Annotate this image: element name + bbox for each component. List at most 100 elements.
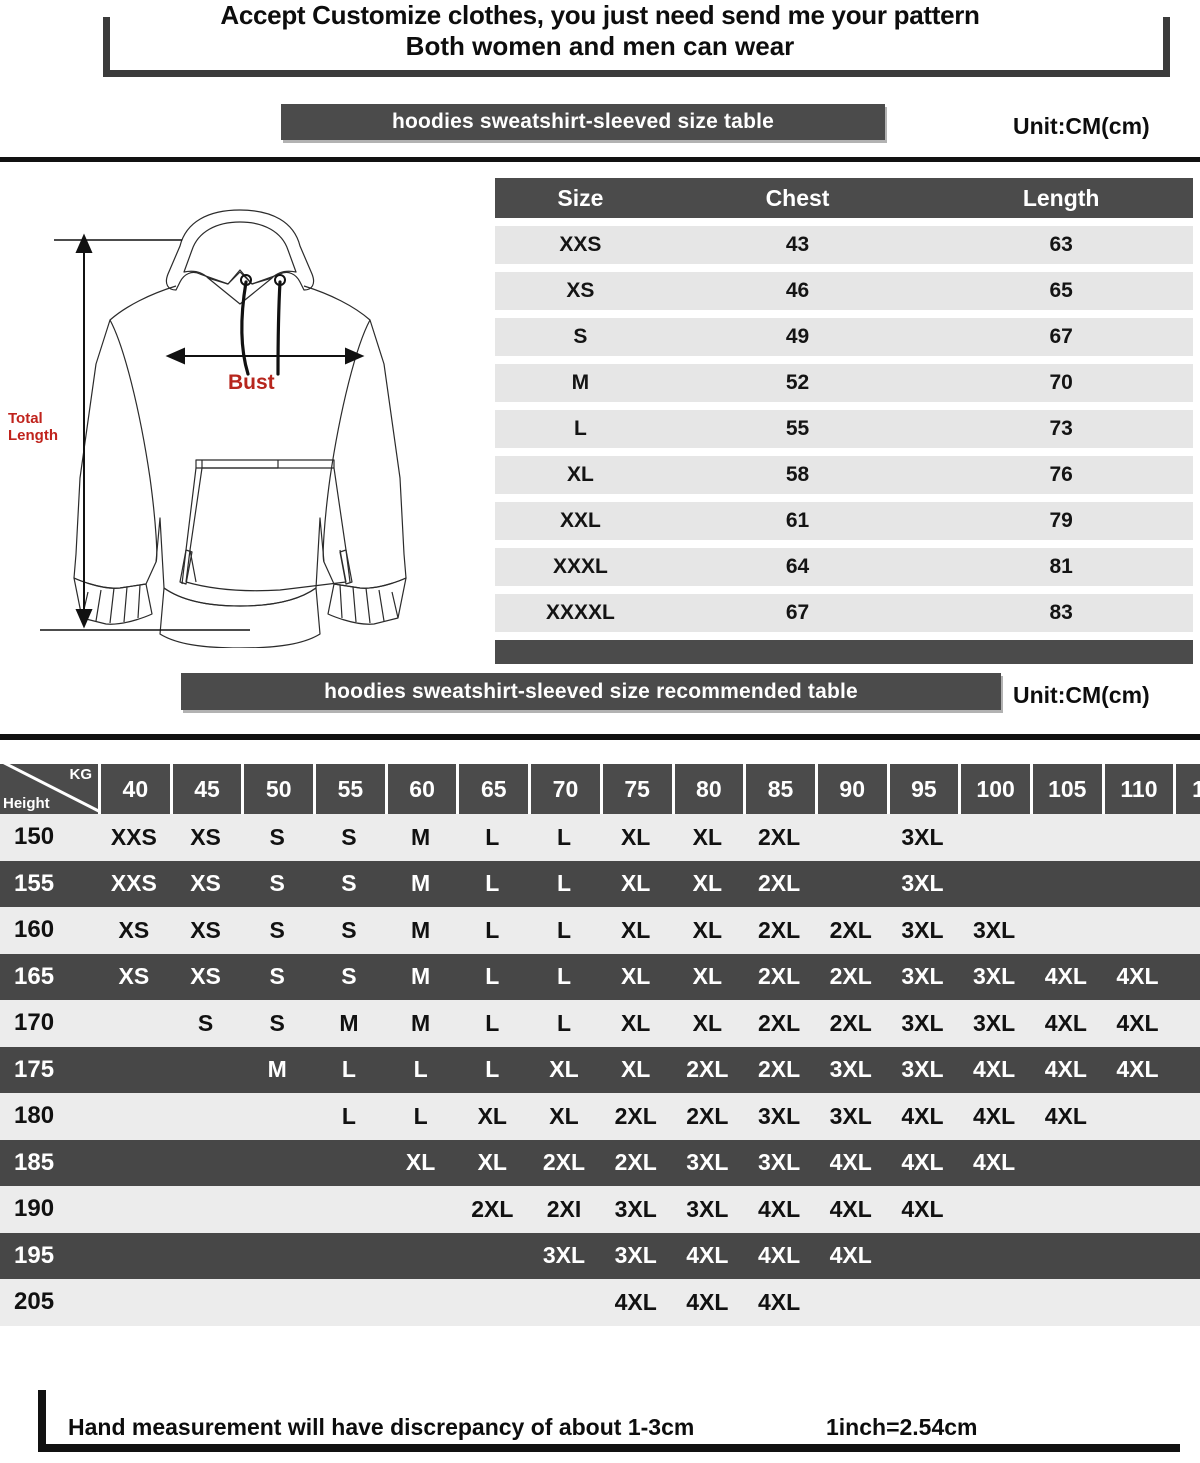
size-cell-h185-w75: 2XL <box>614 1149 657 1176</box>
column-header-size: Size <box>495 178 666 218</box>
size-cell-h185-w100: 4XL <box>973 1149 1016 1176</box>
header-banner: Accept Customize clothes, you just need … <box>0 0 1200 90</box>
size-cell-h175-w100: 4XL <box>973 1056 1016 1083</box>
header-title-line1: Accept Customize clothes, you just need … <box>220 0 980 30</box>
size-table-title: hoodies sweatshirt-sleeved size table <box>281 104 885 140</box>
size-cell-h170-w90: 2XL <box>829 1009 872 1036</box>
table-footer-bar <box>495 640 1193 664</box>
size-cell-h170-w55: M <box>339 1009 359 1036</box>
height-header-160: 160 <box>14 916 55 944</box>
recommendation-table-title: hoodies sweatshirt-sleeved size recommen… <box>181 673 1001 710</box>
table-row: XXL 61 79 <box>495 502 1193 540</box>
size-cell-h175-w65: L <box>485 1056 500 1083</box>
size-cell-h190-w75: 3XL <box>614 1195 657 1222</box>
size-cell-h180-w95: 4XL <box>901 1102 944 1129</box>
height-header-185: 185 <box>14 1148 55 1176</box>
size-cell-h160-w70: L <box>556 916 571 943</box>
size-cell-h180-w55: L <box>341 1102 356 1129</box>
size-cell-h175-w70: XL <box>549 1056 579 1083</box>
spacer-cell <box>495 586 1193 594</box>
weight-header-50: 50 <box>244 764 314 814</box>
section-divider-bottom <box>0 734 1200 740</box>
size-cell-h190-w80: 3XL <box>686 1195 729 1222</box>
weight-header-100: 100 <box>961 764 1030 814</box>
recommendation-row-150: 150 XXS XS S S M L L XL XL 2XL 3XL <box>0 814 1200 861</box>
table-spacer <box>495 264 1193 272</box>
size-cell-h155-w85: 2XL <box>757 870 801 897</box>
cell-size: XXS <box>495 226 666 264</box>
cell-size: M <box>495 364 666 402</box>
size-cell-h160-w45: XS <box>190 916 221 943</box>
cell-length: 70 <box>929 364 1193 402</box>
spacer-cell <box>495 264 1193 272</box>
size-cell-h160-w75: XL <box>620 916 651 943</box>
recommendation-row-180: 180 L L XL XL 2XL 2XL 3XL 3XL 4XL 4XL 4XL <box>0 1093 1200 1140</box>
weight-header-95: 95 <box>889 764 959 814</box>
height-header-170: 170 <box>14 1009 55 1037</box>
size-cell-h175-w75: XL <box>620 1056 651 1083</box>
size-cell-h190-w95: 4XL <box>901 1195 944 1222</box>
weight-header-85: 85 <box>746 764 815 814</box>
size-cell-h170-w105: 4XL <box>1044 1009 1087 1036</box>
size-cell-h180-w90: 3XL <box>829 1102 872 1129</box>
cell-length: 81 <box>929 548 1193 586</box>
size-cell-h165-w100: 3XL <box>973 963 1016 990</box>
weight-header-90: 90 <box>817 764 887 814</box>
spacer-cell <box>495 402 1193 410</box>
height-header-165: 165 <box>14 962 55 990</box>
cell-size: XXXL <box>495 548 666 586</box>
size-cell-h165-w105: 4XL <box>1044 963 1087 990</box>
size-cell-h190-w70: 2XI <box>546 1195 582 1222</box>
spacer-cell <box>495 448 1193 456</box>
size-cell-h150-w95: 3XL <box>901 823 944 850</box>
size-table-unit: Unit:CM(cm) <box>1013 113 1150 139</box>
height-header-155: 155 <box>14 869 55 897</box>
weight-header-45: 45 <box>172 764 242 814</box>
footer-frame <box>38 1390 1180 1452</box>
size-cell-h175-w85: 2XL <box>757 1056 801 1083</box>
weight-header-65: 65 <box>459 764 529 814</box>
size-cell-h185-w70: 2XL <box>542 1149 586 1176</box>
column-header-length: Length <box>929 178 1193 218</box>
size-cell-h150-w55: S <box>341 823 357 850</box>
spacer-cell <box>495 632 1193 640</box>
height-header-190: 190 <box>14 1195 55 1223</box>
total-length-line2: Length <box>8 427 58 444</box>
table-spacer <box>495 632 1193 640</box>
size-cell-h150-w85: 2XL <box>757 823 801 850</box>
size-cell-h160-w90: 2XL <box>829 916 872 943</box>
weight-header-105: 105 <box>1032 764 1102 814</box>
cell-size: XL <box>495 456 666 494</box>
table-header-row: Size Chest Length <box>495 178 1193 218</box>
weight-header-70: 70 <box>531 764 600 814</box>
spacer-cell <box>495 540 1193 548</box>
spacer-cell <box>495 310 1193 318</box>
size-cell-h160-w50: S <box>269 916 285 943</box>
cell-length: 65 <box>929 272 1193 310</box>
cell-chest: 58 <box>665 456 930 494</box>
size-cell-h170-w80: XL <box>692 1009 723 1036</box>
table-spacer <box>495 448 1193 456</box>
size-cell-h165-w110: 4XL <box>1116 963 1159 990</box>
cell-length: 76 <box>929 456 1193 494</box>
size-cell-h165-w75: XL <box>620 963 651 990</box>
weight-header-60: 60 <box>387 764 457 814</box>
spacer-cell <box>495 218 1193 226</box>
table-row: XXXL 64 81 <box>495 548 1193 586</box>
size-cell-h150-w60: M <box>411 823 431 850</box>
height-header-180: 180 <box>14 1102 55 1130</box>
size-cell-h180-w75: 2XL <box>614 1102 657 1129</box>
cell-length: 79 <box>929 502 1193 540</box>
size-cell-h175-w50: M <box>267 1056 287 1083</box>
recommendation-row-185: 185 XL XL 2XL 2XL 3XL 3XL 4XL 4XL 4XL <box>0 1139 1200 1186</box>
total-length-line1: Total <box>8 410 43 427</box>
size-cell-h160-w85: 2XL <box>757 916 801 943</box>
size-cell-h175-w105: 4XL <box>1044 1056 1087 1083</box>
table-row: S 49 67 <box>495 318 1193 356</box>
height-header-175: 175 <box>14 1055 55 1083</box>
size-cell-h175-w90: 3XL <box>829 1056 872 1083</box>
table-row: XXXXL 67 83 <box>495 594 1193 632</box>
size-cell-h180-w60: L <box>413 1102 428 1129</box>
size-cell-h185-w90: 4XL <box>829 1149 872 1176</box>
footer-bar-cell <box>495 640 1193 664</box>
